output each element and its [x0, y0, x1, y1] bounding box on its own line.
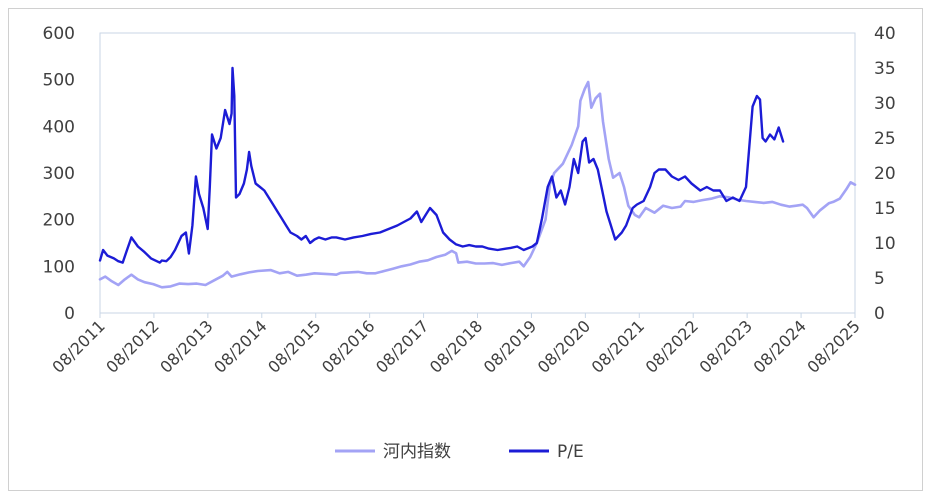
x-tick-label: 08/2019 [480, 316, 540, 376]
y-left-tick-label: 400 [43, 117, 75, 137]
x-tick-label: 08/2015 [264, 316, 324, 376]
x-tick-label: 08/2017 [372, 316, 432, 376]
x-tick-label: 08/2020 [534, 316, 594, 376]
legend-label: 河内指数 [383, 442, 451, 462]
y-right-tick-label: 20 [874, 164, 896, 184]
chart-frame [8, 8, 923, 491]
y-left-tick-label: 600 [43, 24, 75, 44]
y-right-tick-label: 35 [874, 59, 896, 79]
series-line-index [98, 80, 857, 289]
legend: 河内指数 P/E [335, 442, 584, 462]
y-left-tick-label: 300 [43, 164, 75, 184]
x-tick-label: 08/2013 [156, 316, 216, 376]
y-right-tick-label: 0 [874, 304, 885, 324]
series-lines [98, 66, 857, 289]
x-tick-label: 08/2014 [210, 316, 270, 376]
y-left-tick-label: 200 [43, 211, 75, 231]
legend-label: P/E [557, 442, 584, 462]
x-tick-label: 08/2025 [803, 316, 863, 376]
y-right-tick-label: 10 [874, 234, 896, 254]
x-tick-label: 08/2018 [426, 316, 486, 376]
y-right-tick-label: 5 [874, 269, 885, 289]
plot-area-border [99, 32, 856, 314]
axes: 0 100 200 300 400 500 600 0 5 10 15 20 25 30 35 40 08/20… [43, 24, 896, 377]
x-tick-label: 08/2024 [749, 316, 809, 376]
x-tick-label: 08/2011 [48, 316, 108, 376]
y-right-tick-label: 30 [874, 94, 896, 114]
y-right-tick-label: 25 [874, 129, 896, 149]
y-left-tick-label: 100 [43, 257, 75, 277]
x-tick-label: 08/2021 [588, 316, 648, 376]
series-line-pe [98, 66, 785, 264]
x-tick-label: 08/2023 [696, 316, 756, 376]
y-right-tick-label: 40 [874, 24, 896, 44]
y-right-tick-label: 15 [874, 199, 896, 219]
x-tick-label: 08/2022 [642, 316, 702, 376]
y-left-tick-label: 500 [43, 71, 75, 91]
x-tick-label: 08/2016 [318, 316, 378, 376]
y-left-tick-label: 0 [64, 304, 75, 324]
x-tick-label: 08/2012 [102, 316, 162, 376]
